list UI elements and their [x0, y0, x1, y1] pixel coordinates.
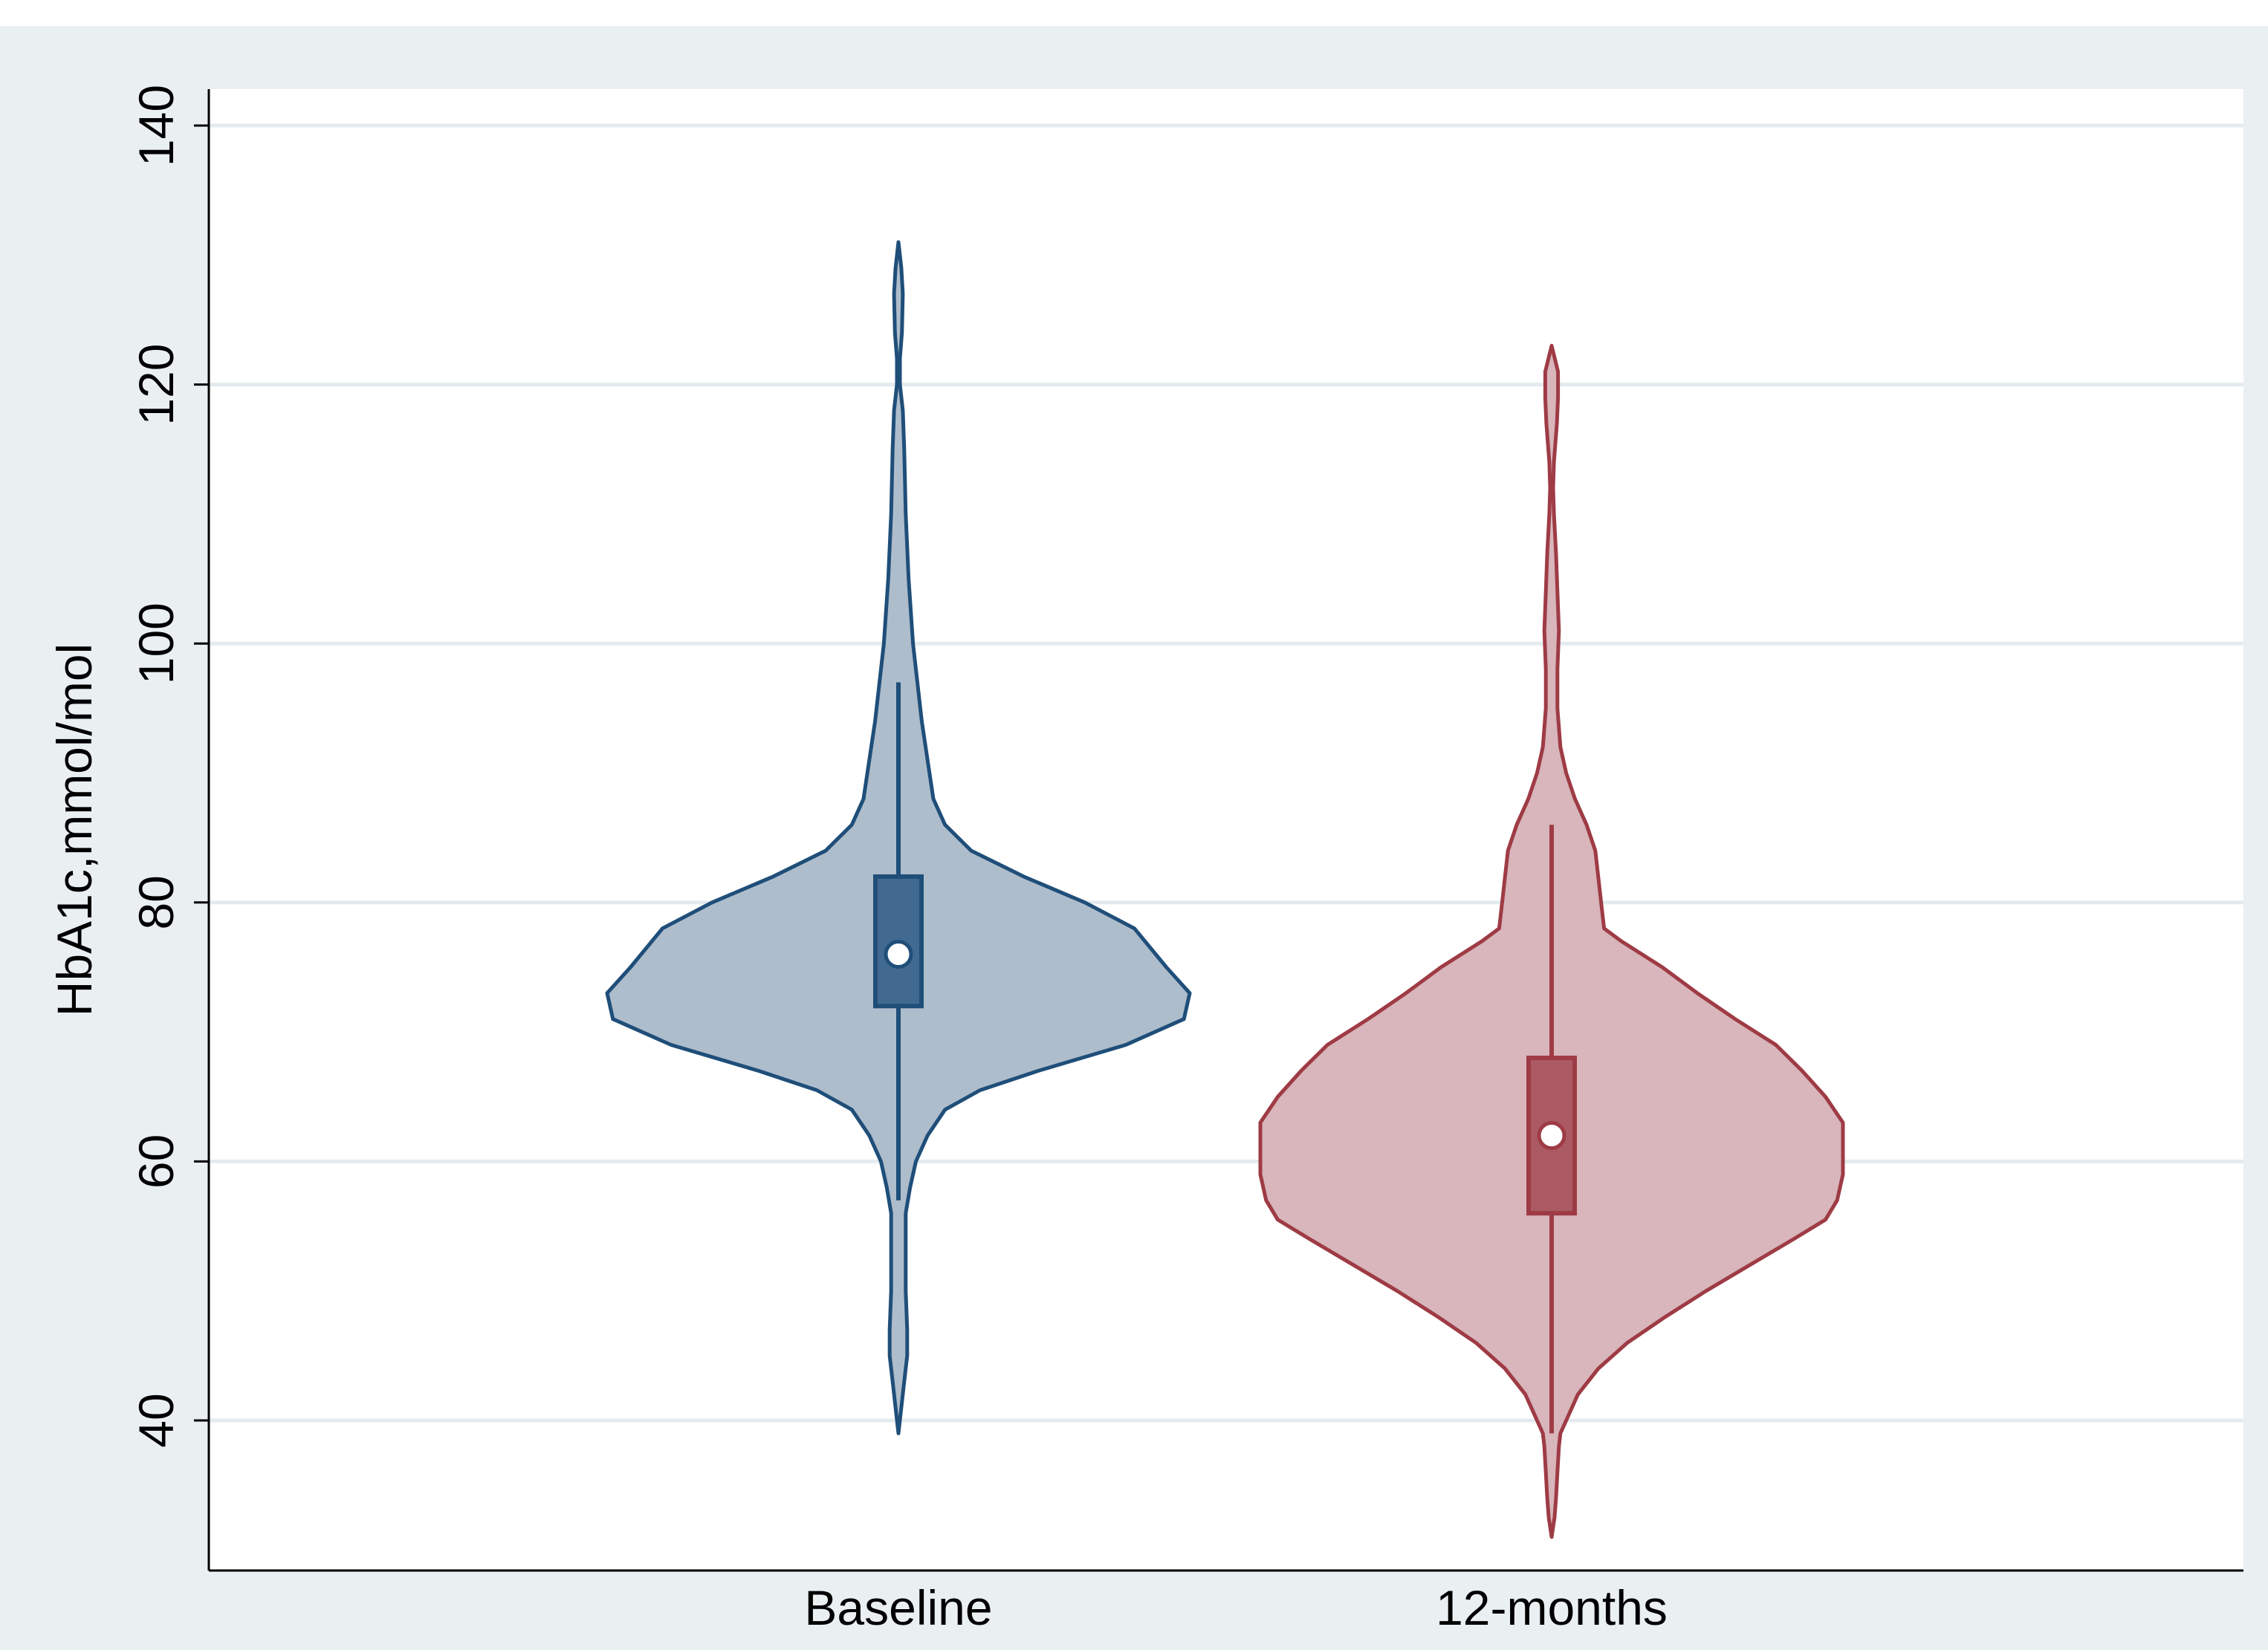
- labels: 40 60 80 100 120 140 Baseline 12-months HbA1c,mm…: [47, 85, 1668, 1635]
- plot-area: [209, 89, 2243, 1571]
- y-tick-label: 100: [129, 602, 184, 684]
- grid-lines: [209, 123, 2243, 1423]
- y-tick-label: 120: [129, 344, 184, 426]
- axes: [194, 89, 2243, 1572]
- y-tick-label: 60: [129, 1134, 184, 1189]
- y-tick-label: 140: [129, 85, 184, 166]
- violins: [605, 240, 1845, 1539]
- median-marker-baseline: [884, 940, 913, 969]
- x-tick-label: Baseline: [804, 1580, 992, 1635]
- x-tick-label: 12-months: [1436, 1580, 1668, 1635]
- y-axis-title: HbA1c,mmol/mol: [47, 643, 102, 1016]
- median-marker-12-months: [1537, 1121, 1566, 1151]
- y-tick-label: 80: [129, 875, 184, 929]
- y-tick-label: 40: [129, 1393, 184, 1447]
